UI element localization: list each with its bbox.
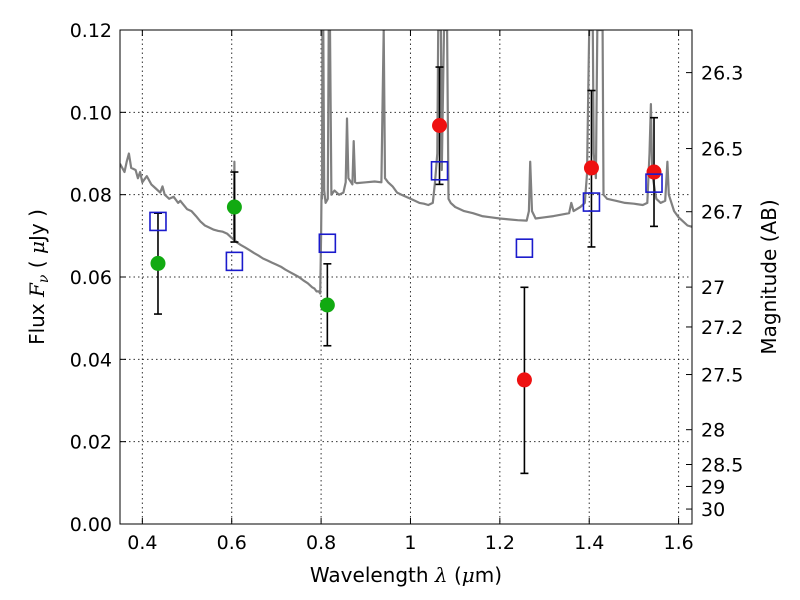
x-tick-label: 1.2 — [485, 532, 515, 554]
observed-flux-green-point — [319, 297, 335, 313]
right-tick-label: 28 — [701, 420, 725, 442]
model-flux-square — [149, 211, 167, 232]
y-tick-label: 0.02 — [70, 432, 112, 454]
observed-flux-red-point — [516, 372, 532, 388]
x-tick-label: 0.4 — [127, 532, 157, 554]
model-flux-square — [318, 233, 337, 254]
model-flux-square — [515, 238, 534, 258]
model-flux-square — [430, 160, 449, 181]
y-tick-label: 0.10 — [70, 102, 112, 124]
right-tick-label: 26.3 — [701, 63, 743, 85]
x-tick-label: 0.6 — [217, 532, 247, 554]
right-tick-label: 27.5 — [701, 365, 743, 387]
model-flux-square — [582, 192, 601, 212]
y-axis-label: Flux Fν ( μJy ) — [25, 209, 52, 345]
observed-flux-red-point — [583, 160, 599, 176]
observed-flux-red-point — [432, 118, 448, 134]
observed-flux-green-point — [150, 255, 166, 271]
y-tick-label: 0.04 — [70, 349, 112, 371]
data-points-layer — [149, 66, 663, 475]
model-flux-square — [645, 173, 663, 193]
x-axis-label: Wavelength λ (μm) — [310, 563, 502, 587]
gridlines — [120, 29, 692, 525]
x-axis-ticks: 0.4 0.6 0.8 1 1.2 1.4 1.6 — [127, 30, 694, 554]
x-tick-label: 0.8 — [306, 532, 336, 554]
right-tick-label: 28.5 — [701, 454, 743, 476]
right-tick-label: 26.5 — [701, 139, 743, 161]
y-tick-label: 0.06 — [70, 267, 112, 289]
y-tick-label: 0.08 — [70, 185, 112, 207]
right-axis-label: Magnitude (AB) — [757, 199, 781, 354]
y-axis-ticks: 0.00 0.02 0.04 0.06 0.08 0.10 0.12 — [70, 20, 126, 536]
spectrum-layer — [120, 30, 692, 295]
x-tick-label: 1 — [404, 532, 416, 554]
right-tick-label: 30 — [701, 499, 725, 521]
x-tick-label: 1.4 — [574, 532, 604, 554]
y-tick-label: 0.12 — [70, 20, 112, 42]
x-tick-label: 1.6 — [663, 532, 693, 554]
right-tick-label: 27.2 — [701, 317, 743, 339]
right-tick-label: 26.7 — [701, 202, 743, 224]
y-tick-label: 0.00 — [70, 514, 112, 536]
observed-flux-green-point — [226, 199, 242, 215]
observed-flux-red-point — [646, 164, 662, 180]
right-tick-label: 27 — [701, 277, 725, 299]
model-flux-square — [225, 251, 244, 272]
right-tick-label: 29 — [701, 476, 725, 498]
model-spectrum-line — [120, 30, 692, 295]
